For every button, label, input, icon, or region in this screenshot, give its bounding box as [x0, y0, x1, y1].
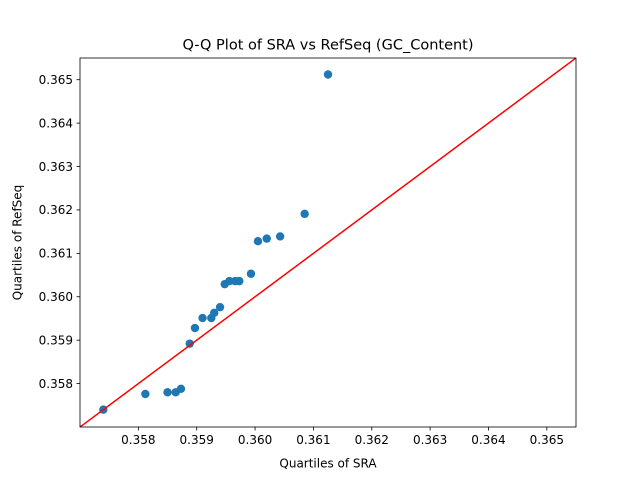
data-point — [225, 276, 234, 286]
data-point — [246, 269, 256, 278]
plot-area — [80, 58, 576, 427]
data-point — [275, 232, 285, 241]
data-point — [210, 308, 219, 318]
y-tick-label: 0.363 — [39, 160, 73, 174]
data-point — [198, 313, 207, 323]
y-tick-label: 0.365 — [39, 73, 73, 87]
reference-line — [80, 58, 576, 427]
x-tick-label: 0.362 — [355, 433, 389, 447]
data-point — [253, 236, 263, 246]
data-point — [176, 384, 186, 393]
y-axis-ticks: 0.358 0.359 0.360 0.361 0.362 0.363 0.364 0.365 — [39, 73, 80, 391]
x-axis-ticks: 0.358 0.359 0.360 0.361 0.362 0.363 0.364 0.365 — [121, 427, 564, 447]
y-tick-label: 0.359 — [39, 333, 73, 347]
data-point — [215, 302, 225, 312]
y-tick-label: 0.358 — [39, 377, 73, 391]
x-tick-label: 0.360 — [238, 433, 272, 447]
x-tick-label: 0.365 — [530, 433, 564, 447]
y-tick-label: 0.362 — [39, 203, 73, 217]
data-point — [262, 234, 271, 243]
x-tick-label: 0.359 — [180, 433, 214, 447]
x-axis-label: Quartiles of SRA — [279, 457, 377, 471]
data-point — [185, 339, 194, 348]
x-tick-label: 0.361 — [296, 433, 330, 447]
data-point — [190, 323, 200, 333]
x-tick-label: 0.363 — [413, 433, 447, 447]
chart-title: Q-Q Plot of SRA vs RefSeq (GC_Content) — [182, 38, 473, 54]
y-tick-label: 0.361 — [39, 247, 73, 261]
data-point — [323, 70, 333, 79]
data-point — [300, 209, 309, 219]
x-tick-label: 0.364 — [471, 433, 505, 447]
y-axis-label: Quartiles of RefSeq — [11, 185, 25, 301]
data-point — [141, 389, 150, 399]
x-tick-label: 0.358 — [121, 433, 155, 447]
data-point — [235, 276, 244, 286]
y-tick-label: 0.364 — [39, 116, 73, 130]
data-point — [163, 388, 172, 397]
y-tick-label: 0.360 — [39, 290, 73, 304]
plot-frame — [79, 57, 577, 428]
